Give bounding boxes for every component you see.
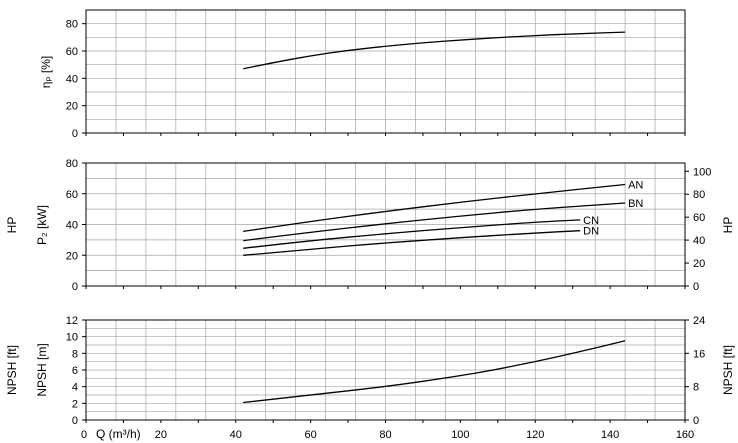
npsh-y-tick-label: 4	[72, 382, 78, 394]
power-y-right-tick-label: 80	[693, 189, 705, 201]
power-hp-label-left: HP	[5, 217, 19, 234]
npsh-y-tick-label: 8	[72, 348, 78, 360]
power-y-right-tick-label: 20	[693, 258, 705, 270]
efficiency-y-tick-label: 0	[72, 128, 78, 140]
efficiency-curve	[243, 31, 626, 70]
power-y-tick-label: 0	[72, 281, 78, 293]
curve-an	[243, 183, 626, 233]
efficiency-y-tick-label: 20	[66, 101, 78, 113]
power-y-right-tick-label: 60	[693, 212, 705, 224]
power-y-tick-label: 20	[66, 250, 78, 262]
power-y-tick-label: 60	[66, 189, 78, 201]
npsh-y-tick-label: 12	[66, 315, 78, 327]
npsh-y-ticks: 0 2 4 6 8 10 12	[66, 315, 86, 427]
efficiency-y-tick-label: 40	[66, 73, 78, 85]
npsh-y-tick-label: 0	[72, 415, 78, 427]
curve-cn	[243, 219, 581, 249]
npsh-y-right-tick-label: 0	[693, 415, 699, 427]
power-y-label: P₂ [kW]	[35, 205, 49, 245]
npsh-curve	[243, 340, 626, 404]
x-tick-label: 20	[155, 429, 167, 441]
series-label-dn: DN	[583, 226, 599, 238]
npsh-y-tick-label: 6	[72, 365, 78, 377]
power-curves	[243, 183, 626, 256]
x-tick-label: 160	[676, 429, 694, 441]
efficiency-y-ticks: 0 20 40 60 80	[66, 19, 86, 140]
efficiency-frame	[85, 9, 686, 134]
npsh-curves	[243, 340, 626, 404]
npsh-x-ticks: 0 20 40 60 80 100 120 140 160	[81, 429, 694, 441]
x-axis-label: Q (m³/h)	[96, 427, 141, 441]
power-y-ticks-right: 0 20 40 60 80 100	[685, 166, 711, 293]
npsh-grid	[85, 320, 686, 423]
efficiency-grid	[85, 10, 686, 136]
power-y-tick-label: 40	[66, 220, 78, 232]
curve-dn	[243, 230, 581, 256]
power-y-tick-label: 80	[66, 158, 78, 170]
npsh-ft-label-right: NPSH [ft]	[721, 345, 735, 395]
x-tick-label: 60	[305, 429, 317, 441]
power-hp-label-right: HP	[721, 217, 735, 234]
npsh-y-tick-label: 10	[66, 332, 78, 344]
efficiency-y-tick-label: 80	[66, 19, 78, 31]
npsh-y-ticks-right: 0 8 16 24	[685, 315, 705, 427]
npsh-y-right-tick-label: 24	[693, 315, 705, 327]
x-tick-label: 80	[379, 429, 391, 441]
efficiency-y-label: ηₚ [%]	[39, 56, 53, 88]
x-tick-label: 120	[526, 429, 544, 441]
x-tick-label: 0	[81, 429, 87, 441]
npsh-y-right-tick-label: 8	[693, 382, 699, 394]
power-y-right-tick-label: 0	[693, 281, 699, 293]
x-tick-label: 100	[451, 429, 469, 441]
power-y-right-tick-label: 100	[693, 166, 711, 178]
power-y-ticks: 0 20 40 60 80	[66, 158, 86, 293]
series-label-cn: CN	[583, 215, 599, 227]
power-y-right-tick-label: 40	[693, 235, 705, 247]
series-label-an: AN	[628, 180, 643, 192]
power-grid	[85, 163, 686, 289]
efficiency-panel: 0 20 40 60 80 ηₚ [%]	[39, 9, 686, 140]
curve-bn	[243, 202, 626, 242]
efficiency-y-tick-label: 60	[66, 46, 78, 58]
npsh-y-tick-label: 2	[72, 398, 78, 410]
npsh-ft-label-left: NPSH [ft]	[5, 345, 19, 395]
efficiency-curves	[243, 31, 626, 70]
npsh-y-right-tick-label: 16	[693, 348, 705, 360]
x-tick-label: 140	[601, 429, 619, 441]
npsh-m-label: NPSH [m]	[35, 343, 49, 396]
x-tick-label: 40	[230, 429, 242, 441]
series-label-bn: BN	[628, 198, 643, 210]
